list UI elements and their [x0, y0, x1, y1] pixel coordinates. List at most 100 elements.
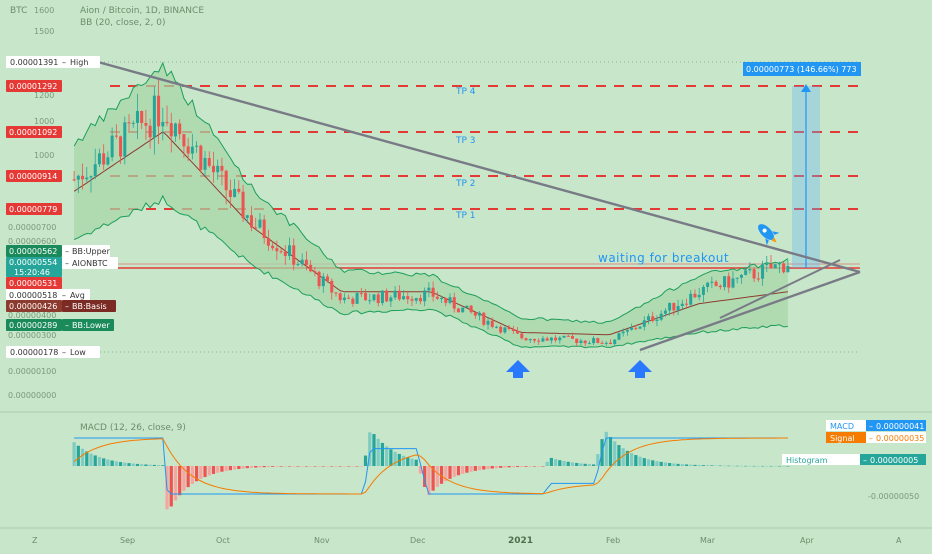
histogram-bar — [722, 465, 727, 467]
left-tick: 0.00000700 — [8, 223, 56, 232]
candle-body — [182, 134, 186, 147]
candle-body — [697, 294, 701, 298]
candle-body — [313, 271, 317, 273]
histogram-bar — [144, 464, 148, 466]
candle-body — [562, 335, 566, 338]
histogram-bar — [511, 466, 515, 468]
candle-body — [448, 297, 452, 303]
svg-text:–: – — [62, 291, 66, 300]
left-tick: 1000 — [34, 151, 54, 160]
candle-body — [583, 340, 587, 344]
histogram-bar — [634, 455, 638, 466]
histogram-bar — [414, 459, 418, 466]
last-price-label: 0.00000554 15:20:46 – AIONBTC — [6, 257, 118, 277]
svg-text:0.00000005: 0.00000005 — [870, 456, 918, 465]
candle-body — [786, 266, 790, 273]
histogram-bar — [401, 455, 406, 466]
candle-body — [478, 312, 482, 316]
descending-trendline[interactable] — [97, 60, 861, 274]
candle-body — [431, 287, 435, 297]
candle-body — [723, 276, 727, 288]
candle-body — [773, 264, 777, 269]
candle-body — [642, 320, 646, 327]
histogram-bar — [558, 460, 562, 466]
candle-body — [473, 312, 477, 316]
histogram-bar — [190, 466, 194, 484]
histogram-bar — [625, 450, 630, 466]
candle-body — [199, 145, 203, 170]
histogram-bar — [482, 466, 486, 470]
candle-body — [765, 263, 769, 265]
bb-basis-label: 0.00000426 – BB:Basis — [6, 300, 116, 312]
histogram-bar — [76, 445, 80, 466]
candle-body — [402, 296, 406, 300]
svg-text:–: – — [65, 321, 69, 330]
time-tick: Sep — [120, 536, 135, 545]
candle-body — [638, 326, 642, 329]
candle-body — [135, 111, 139, 123]
breakout-note: waiting for breakout — [598, 251, 729, 265]
avg-label: 0.00000518 – Avg — [6, 289, 90, 301]
macd-line — [74, 437, 788, 495]
histogram-bar — [380, 442, 385, 466]
histogram-bar — [152, 464, 156, 466]
candle-body — [161, 121, 165, 127]
candle-body — [271, 245, 275, 249]
ascending-trendline-inner[interactable] — [719, 259, 841, 319]
candle-body — [672, 302, 676, 311]
histogram-bar — [672, 463, 676, 466]
candle-body — [148, 125, 152, 138]
candle-body — [554, 337, 558, 341]
time-tick: Dec — [410, 536, 425, 545]
histogram-bar — [275, 466, 279, 467]
candle-body — [461, 307, 465, 313]
candle-body — [228, 190, 232, 197]
candle-body — [266, 238, 270, 246]
histogram-bar — [697, 465, 701, 466]
candle-body — [440, 298, 444, 300]
histogram-bar — [72, 442, 76, 466]
arrow-up-icon — [506, 360, 530, 378]
candle-body — [465, 305, 469, 308]
candle-body — [782, 263, 786, 273]
histogram-bar — [630, 453, 634, 466]
histogram-bar — [532, 466, 537, 467]
histogram-bar — [368, 432, 372, 466]
histogram-bar — [228, 466, 232, 471]
histogram-bar — [283, 466, 287, 467]
histogram-bar — [266, 466, 271, 467]
candle-body — [364, 293, 368, 301]
candle-body — [744, 270, 748, 275]
candle-body — [516, 331, 520, 334]
candle-body — [748, 269, 752, 271]
candle-body — [127, 122, 131, 124]
candle-body — [414, 297, 418, 301]
svg-text:0.00000779: 0.00000779 — [9, 205, 57, 214]
left-tick: 0.00000100 — [8, 367, 56, 376]
histogram-bar — [114, 461, 118, 466]
candle-body — [651, 316, 655, 322]
svg-text:BB:Basis: BB:Basis — [72, 302, 107, 311]
histogram-bar — [279, 466, 283, 467]
candle-body — [469, 305, 473, 313]
histogram-bar — [325, 466, 330, 467]
histogram-bar — [503, 466, 507, 468]
candle-body — [258, 219, 262, 228]
macd-axis-label: -0.00000050 — [868, 492, 919, 501]
candle-body — [309, 264, 313, 272]
histogram-bar — [173, 466, 178, 501]
histogram-bar — [570, 462, 575, 466]
tp4-label: TP 4 — [455, 87, 476, 97]
histogram-bar — [410, 458, 414, 466]
svg-text:0.00001092: 0.00001092 — [9, 128, 57, 137]
histogram-bar — [494, 466, 499, 469]
candle-body — [355, 293, 359, 304]
histogram-bar — [140, 464, 144, 466]
ascending-trendline[interactable] — [639, 270, 861, 352]
candle-body — [727, 276, 731, 288]
histogram-bar — [524, 466, 528, 467]
candle-body — [566, 335, 570, 337]
histogram-bar — [549, 457, 553, 466]
histogram-bar — [271, 466, 275, 467]
